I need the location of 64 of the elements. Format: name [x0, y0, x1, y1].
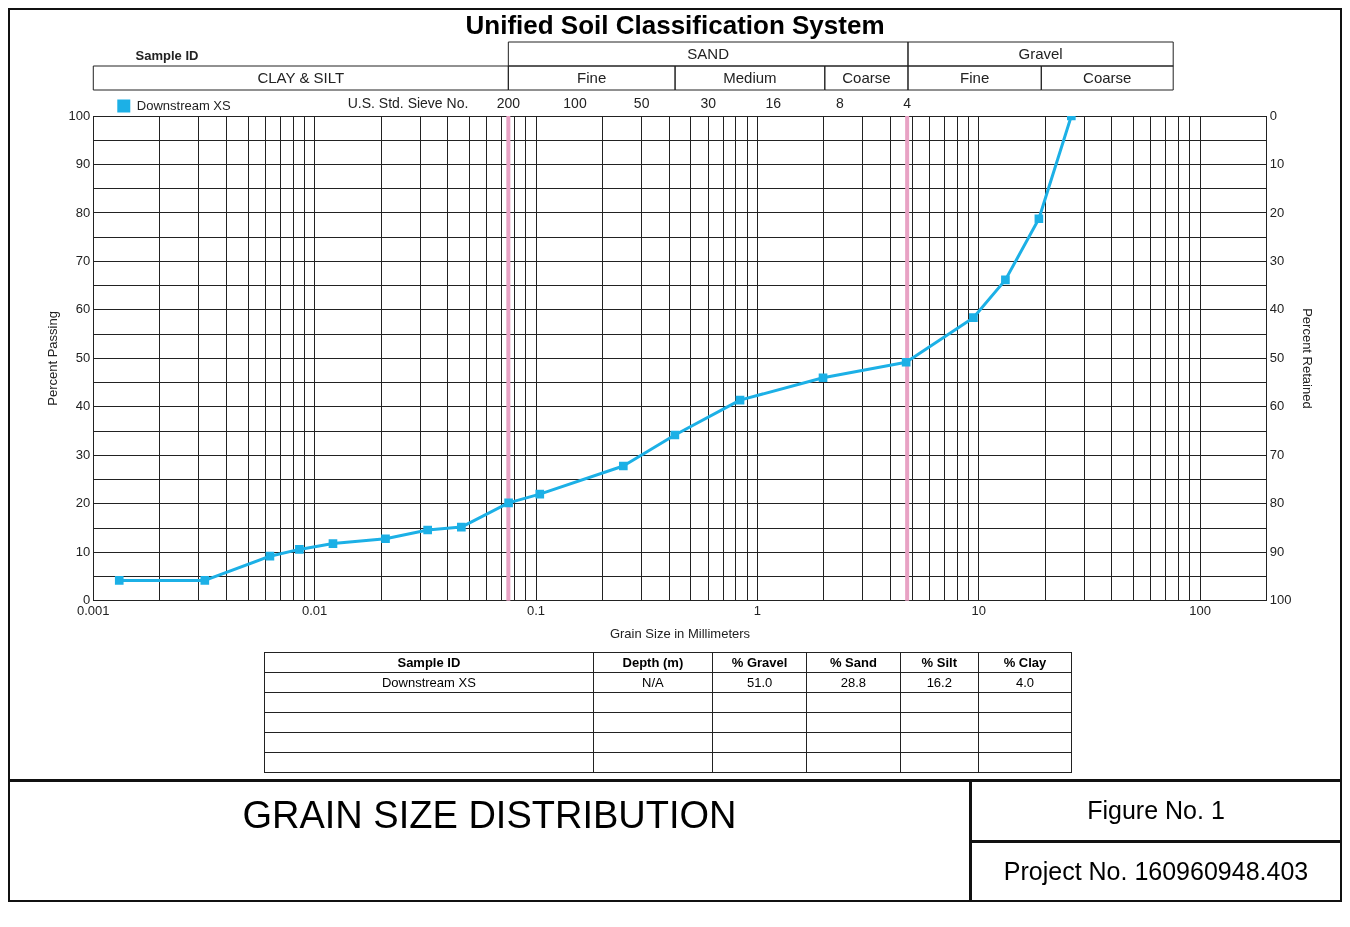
text: U.S. Std. Sieve No. [347, 94, 469, 111]
text: Downstream XS [264, 672, 594, 693]
text: Medium [723, 69, 777, 87]
y2-tick-label: 60 [1269, 398, 1285, 414]
x-tick-label: 0.1 [526, 603, 546, 619]
text: % Silt [900, 652, 979, 673]
y2-tick-label: 10 [1269, 156, 1285, 172]
y2-tick-label: 40 [1269, 301, 1285, 317]
text: Fine [577, 69, 607, 87]
text: Coarse [1083, 69, 1132, 87]
y-tick-label: 20 [75, 495, 91, 511]
text: % Clay [978, 652, 1072, 673]
y2-tick-label: 70 [1269, 446, 1285, 462]
text: 100 [563, 94, 587, 111]
text: SAND [687, 45, 730, 63]
text: 200 [496, 94, 521, 111]
text: GRAIN SIZE DISTRIBUTION [241, 793, 738, 838]
text: Figure No. 1 [1086, 795, 1226, 827]
text: Coarse [842, 69, 891, 87]
y-tick-label: 70 [75, 253, 91, 269]
text: N/A [593, 672, 713, 693]
y2-tick-label: 50 [1269, 349, 1285, 365]
text: 16 [765, 94, 782, 111]
legend-title: Sample ID [135, 48, 199, 64]
y2-tick-label: 0 [1269, 107, 1277, 123]
y2-tick-label: 90 [1269, 543, 1285, 559]
x-tick-label: 1 [753, 603, 761, 619]
y-tick-label: 30 [75, 446, 91, 462]
text: % Gravel [712, 652, 807, 673]
y-tick-label: 50 [75, 349, 91, 365]
text: 4 [903, 94, 912, 111]
y-tick-label: 40 [75, 398, 91, 414]
y2-tick-label: 100 [1269, 592, 1292, 608]
text: Project No. 160960948.403 [972, 839, 1340, 900]
y-tick-label: 80 [75, 204, 91, 220]
x-tick-label: 100 [1189, 603, 1211, 619]
y2-axis-title: Percent Retained [1299, 308, 1315, 409]
legend-label: Downstream XS [136, 97, 232, 113]
text: Depth (m) [593, 652, 713, 673]
text: 4.0 [978, 672, 1072, 693]
text: 16.2 [900, 672, 979, 693]
text: 51.0 [712, 672, 807, 693]
text: Gravel [1018, 45, 1063, 63]
text: % Sand [806, 652, 901, 673]
y2-tick-label: 20 [1269, 204, 1285, 220]
y-tick-label: 10 [75, 543, 91, 559]
y-tick-label: 100 [68, 107, 91, 123]
y2-tick-label: 30 [1269, 253, 1285, 269]
y-axis-title: Percent Passing [45, 311, 61, 406]
text: 30 [700, 94, 717, 111]
text: CLAY & SILT [257, 69, 345, 87]
y2-tick-label: 80 [1269, 495, 1285, 511]
x-tick-label: 0.001 [77, 603, 110, 619]
text: Fine [960, 69, 990, 87]
x-axis-title: Grain Size in Millimeters [609, 625, 751, 641]
x-tick-label: 0.01 [301, 603, 328, 619]
text: Sample ID [264, 652, 594, 673]
y-tick-label: 90 [75, 156, 91, 172]
x-tick-label: 10 [971, 603, 986, 619]
chart-title: Unified Soil Classification System [464, 10, 886, 40]
text: 28.8 [806, 672, 901, 693]
y-tick-label: 60 [75, 301, 91, 317]
text: 8 [836, 94, 845, 111]
text: 50 [633, 94, 650, 111]
